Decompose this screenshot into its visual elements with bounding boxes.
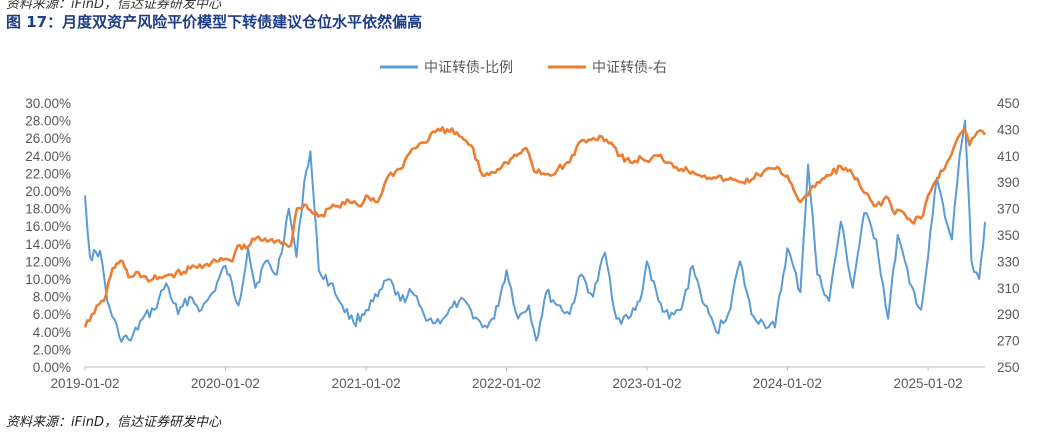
chart-legend: 中证转债-比例 中证转债-右 xyxy=(380,60,667,76)
y-left-tick-label: 20.00% xyxy=(25,184,71,199)
x-tick-label: 2023-01-02 xyxy=(612,376,681,391)
x-tick-label: 2020-01-02 xyxy=(191,376,260,391)
series-line-ratio xyxy=(84,119,986,343)
x-tick-label: 2024-01-02 xyxy=(753,376,822,391)
y-right-tick-label: 310 xyxy=(997,281,1020,296)
y-right-tick-label: 430 xyxy=(997,122,1020,137)
legend-label-index: 中证转债-右 xyxy=(592,60,667,76)
y-left-tick-label: 30.00% xyxy=(25,96,71,111)
y-right-tick-label: 450 xyxy=(997,96,1020,111)
y-left-tick-label: 28.00% xyxy=(25,114,71,129)
y-right-tick-label: 390 xyxy=(997,175,1020,190)
y-left-tick-label: 12.00% xyxy=(25,254,71,269)
y-left-tick-label: 0.00% xyxy=(33,360,71,375)
y-left-tick-label: 24.00% xyxy=(25,149,71,164)
x-tick-label: 2021-01-02 xyxy=(332,376,401,391)
y-right-tick-label: 270 xyxy=(997,334,1020,349)
chart-axes: 2019-01-02 2020-01-02 2021-01-02 2022-01-02… xyxy=(25,96,1019,391)
y-left-tick-label: 8.00% xyxy=(33,290,71,305)
x-tick-label: 2022-01-02 xyxy=(472,376,541,391)
y-right-tick-label: 370 xyxy=(997,202,1020,217)
x-tick-label: 2019-01-02 xyxy=(50,376,119,391)
y-left-tick-label: 10.00% xyxy=(25,272,71,287)
figure-title: 图 17：月度双资产风险平价模型下转债建议仓位水平依然偏高 xyxy=(6,13,423,31)
y-left-tick-label: 26.00% xyxy=(25,131,71,146)
y-left-tick-label: 6.00% xyxy=(33,307,71,322)
y-right-tick-label: 250 xyxy=(997,360,1020,375)
y-right-tick-label: 410 xyxy=(997,149,1020,164)
y-right-tick-label: 350 xyxy=(997,228,1020,243)
y-left-tick-label: 18.00% xyxy=(25,202,71,217)
series-line-index xyxy=(83,126,987,328)
x-tick-label: 2025-01-02 xyxy=(894,376,963,391)
chart-series xyxy=(83,119,987,343)
legend-label-ratio: 中证转债-比例 xyxy=(424,60,513,76)
y-left-tick-label: 4.00% xyxy=(33,325,71,340)
y-right-tick-label: 290 xyxy=(997,307,1020,322)
y-left-tick-label: 2.00% xyxy=(33,342,71,357)
y-left-tick-label: 14.00% xyxy=(25,237,71,252)
footer-source-note: 资料来源：iFinD，信达证券研发中心 xyxy=(6,415,221,430)
top-source-note: 资料来源：iFinD，信达证券研发中心 xyxy=(6,0,221,12)
y-left-tick-label: 16.00% xyxy=(25,219,71,234)
y-right-tick-label: 330 xyxy=(997,254,1020,269)
y-left-tick-label: 22.00% xyxy=(25,166,71,181)
